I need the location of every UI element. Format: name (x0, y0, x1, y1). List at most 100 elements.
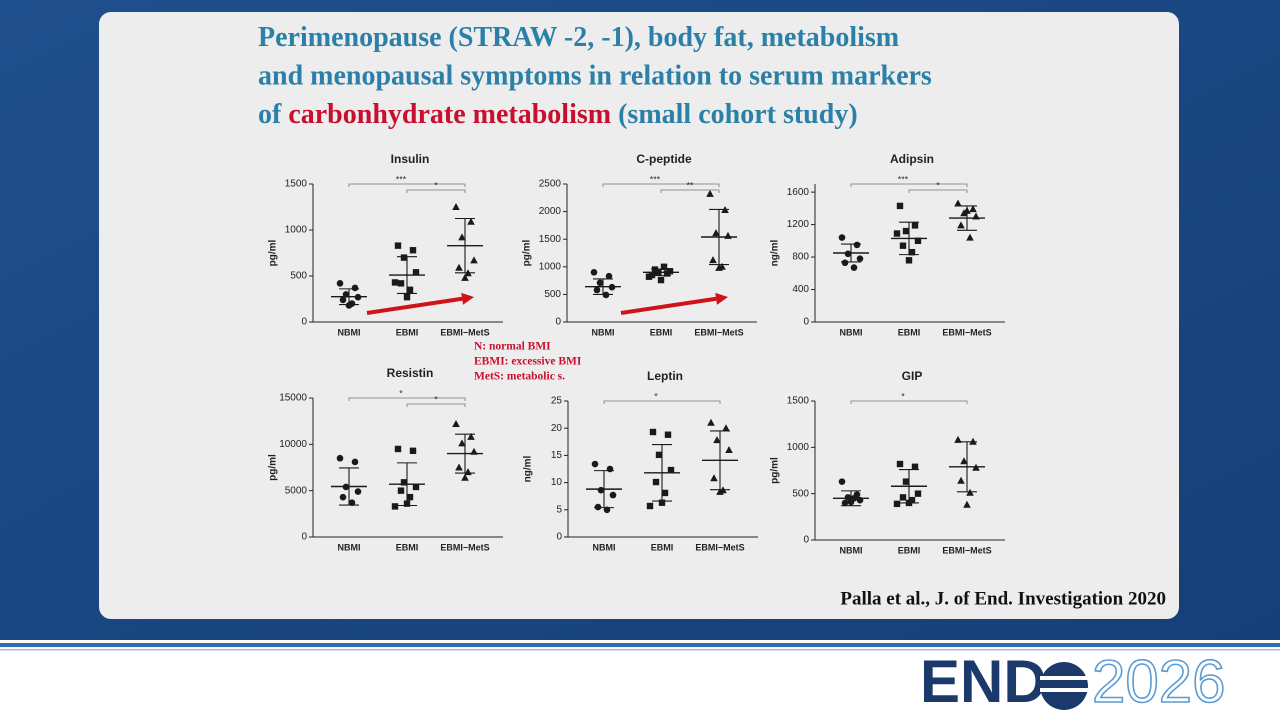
data-point (597, 486, 605, 494)
data-point (914, 237, 922, 245)
significance-label: * (901, 391, 905, 401)
citation: Palla et al., J. of End. Investigation 2… (840, 588, 1166, 609)
x-tick-label: EBMI (650, 327, 673, 337)
data-point (850, 264, 858, 271)
data-point (336, 454, 344, 462)
y-tick-label: 2000 (539, 206, 562, 217)
x-tick-label: NBMI (840, 327, 863, 337)
data-point (409, 447, 417, 455)
data-point (661, 489, 669, 497)
data-point (345, 302, 353, 309)
data-point (902, 227, 910, 235)
y-tick-label: 0 (301, 317, 307, 328)
y-tick-label: 10 (551, 477, 563, 488)
data-point (336, 280, 344, 287)
chart-title: Leptin (647, 369, 683, 383)
error-bar (455, 433, 475, 474)
error-bar (339, 467, 359, 506)
chart-title: GIP (902, 369, 923, 383)
data-point (406, 286, 414, 293)
x-tick-label: NBMI (338, 542, 361, 552)
data-point (645, 273, 653, 280)
data-point (911, 463, 919, 470)
data-point (339, 493, 347, 501)
data-point (893, 230, 901, 237)
y-tick-label: 1500 (787, 396, 810, 407)
y-tick-label: 500 (544, 289, 561, 300)
title-segment: of (258, 99, 288, 130)
x-tick-label: EBMI−MetS (440, 327, 489, 337)
y-tick-label: 0 (556, 532, 562, 543)
data-point (649, 428, 657, 436)
slide-title: Perimenopause (STRAW -2, -1), body fat, … (258, 22, 932, 130)
data-point (706, 189, 714, 197)
y-tick-label: 1500 (539, 234, 562, 245)
significance-label: * (399, 388, 403, 398)
data-point (652, 478, 660, 486)
data-point (461, 473, 469, 481)
data-point (707, 418, 715, 426)
footer-rule (0, 643, 1280, 647)
data-point (914, 490, 922, 497)
data-point (394, 445, 402, 453)
data-point (458, 439, 466, 447)
abbreviation-note: MetS: metabolic s. (474, 371, 565, 383)
y-tick-label: 10000 (279, 439, 307, 450)
logo-globe (1040, 662, 1088, 710)
error-bar (841, 490, 861, 507)
y-axis-label: ng/ml (770, 239, 781, 266)
error-bar (339, 288, 359, 306)
logo-word: END (920, 648, 1047, 715)
data-point (606, 465, 614, 473)
trend-arrow-head (461, 292, 474, 305)
data-point (461, 273, 469, 281)
data-point (470, 256, 478, 264)
data-point (963, 500, 971, 508)
data-point (467, 432, 475, 440)
data-point (853, 241, 861, 249)
data-point (709, 256, 717, 264)
data-point (658, 499, 666, 506)
data-point (710, 474, 718, 482)
y-tick-label: 500 (290, 271, 307, 282)
x-tick-label: EBMI (396, 327, 419, 337)
data-point (666, 268, 674, 275)
data-point (716, 487, 724, 495)
error-bar (397, 462, 417, 507)
data-point (455, 463, 463, 471)
data-point (605, 272, 613, 280)
data-point (844, 250, 852, 258)
data-point (394, 242, 402, 249)
data-point (348, 499, 356, 507)
data-point (660, 263, 668, 270)
data-point (354, 488, 362, 495)
chart-title: Insulin (391, 152, 430, 166)
error-bar (594, 470, 614, 509)
significance-bracket (850, 400, 968, 404)
data-point (391, 279, 399, 286)
significance-label: ** (686, 180, 694, 190)
data-point (590, 269, 598, 276)
data-point (397, 487, 405, 494)
y-axis-label: pg/ml (770, 457, 781, 484)
x-tick-label: NBMI (593, 542, 616, 552)
data-point (896, 460, 904, 468)
data-point (657, 276, 665, 284)
x-tick-label: EBMI−MetS (694, 327, 743, 337)
data-point (391, 503, 399, 510)
significance-bracket (348, 183, 466, 187)
y-tick-label: 5000 (285, 485, 308, 496)
data-point (911, 222, 919, 229)
data-point (602, 291, 610, 299)
data-point (713, 436, 721, 444)
x-tick-label: EBMI (898, 327, 921, 337)
significance-bracket (602, 183, 720, 187)
data-point (339, 296, 347, 304)
significance-label: *** (396, 174, 407, 184)
y-tick-label: 0 (555, 317, 561, 328)
data-point (458, 233, 466, 241)
data-point (899, 494, 907, 501)
data-point (957, 476, 965, 484)
data-point (841, 259, 849, 267)
